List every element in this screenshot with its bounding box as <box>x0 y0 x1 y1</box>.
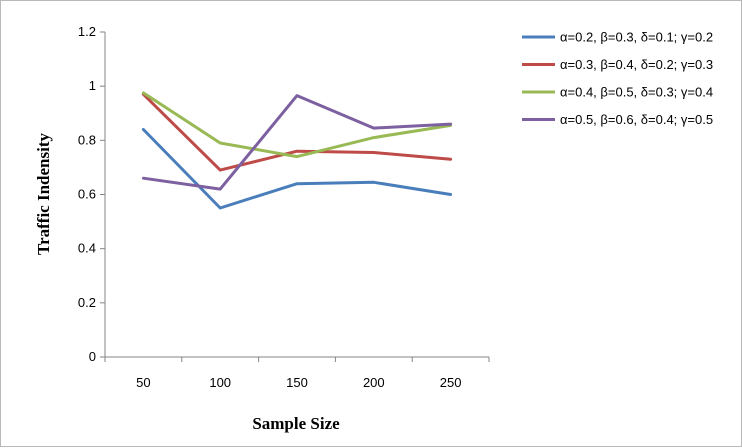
series-line-4 <box>141 94 453 191</box>
x-tick-label: 250 <box>440 375 462 390</box>
y-tick-label: 0.2 <box>78 295 96 310</box>
legend-label: α=0.5, β=0.6, δ=0.4; γ=0.5 <box>560 112 713 127</box>
legend-label: α=0.4, β=0.5, δ=0.3; γ=0.4 <box>560 85 713 100</box>
y-axis-title: Traffic Indensity <box>34 133 53 255</box>
x-tick-label: 100 <box>209 375 231 390</box>
y-tick-label: 0.8 <box>78 132 96 147</box>
series-line-2 <box>141 92 453 172</box>
legend-label: α=0.2, β=0.3, δ=0.1; γ=0.2 <box>560 30 713 45</box>
x-axis-ticks: 50 100 150 200 250 <box>104 357 490 390</box>
y-tick-label: 0 <box>89 349 96 364</box>
x-tick-label: 200 <box>363 375 385 390</box>
y-tick-label: 1 <box>89 78 96 93</box>
y-axis-ticks: 0 0.2 0.4 0.6 0.8 1 1.2 <box>78 24 105 364</box>
plot-area <box>104 32 489 358</box>
y-tick-label: 0.6 <box>78 187 96 202</box>
legend: α=0.2, β=0.3, δ=0.1; γ=0.2 α=0.3, β=0.4, … <box>522 30 713 127</box>
series-line-3 <box>141 91 453 159</box>
x-tick-label: 50 <box>136 375 150 390</box>
series-lines <box>141 91 453 210</box>
y-tick-label: 0.4 <box>78 241 96 256</box>
x-axis-title: Sample Size <box>252 414 340 433</box>
series-line-1 <box>141 128 453 210</box>
y-tick-label: 1.2 <box>78 24 96 39</box>
legend-label: α=0.3, β=0.4, δ=0.2; γ=0.3 <box>560 57 713 72</box>
x-tick-label: 150 <box>286 375 308 390</box>
